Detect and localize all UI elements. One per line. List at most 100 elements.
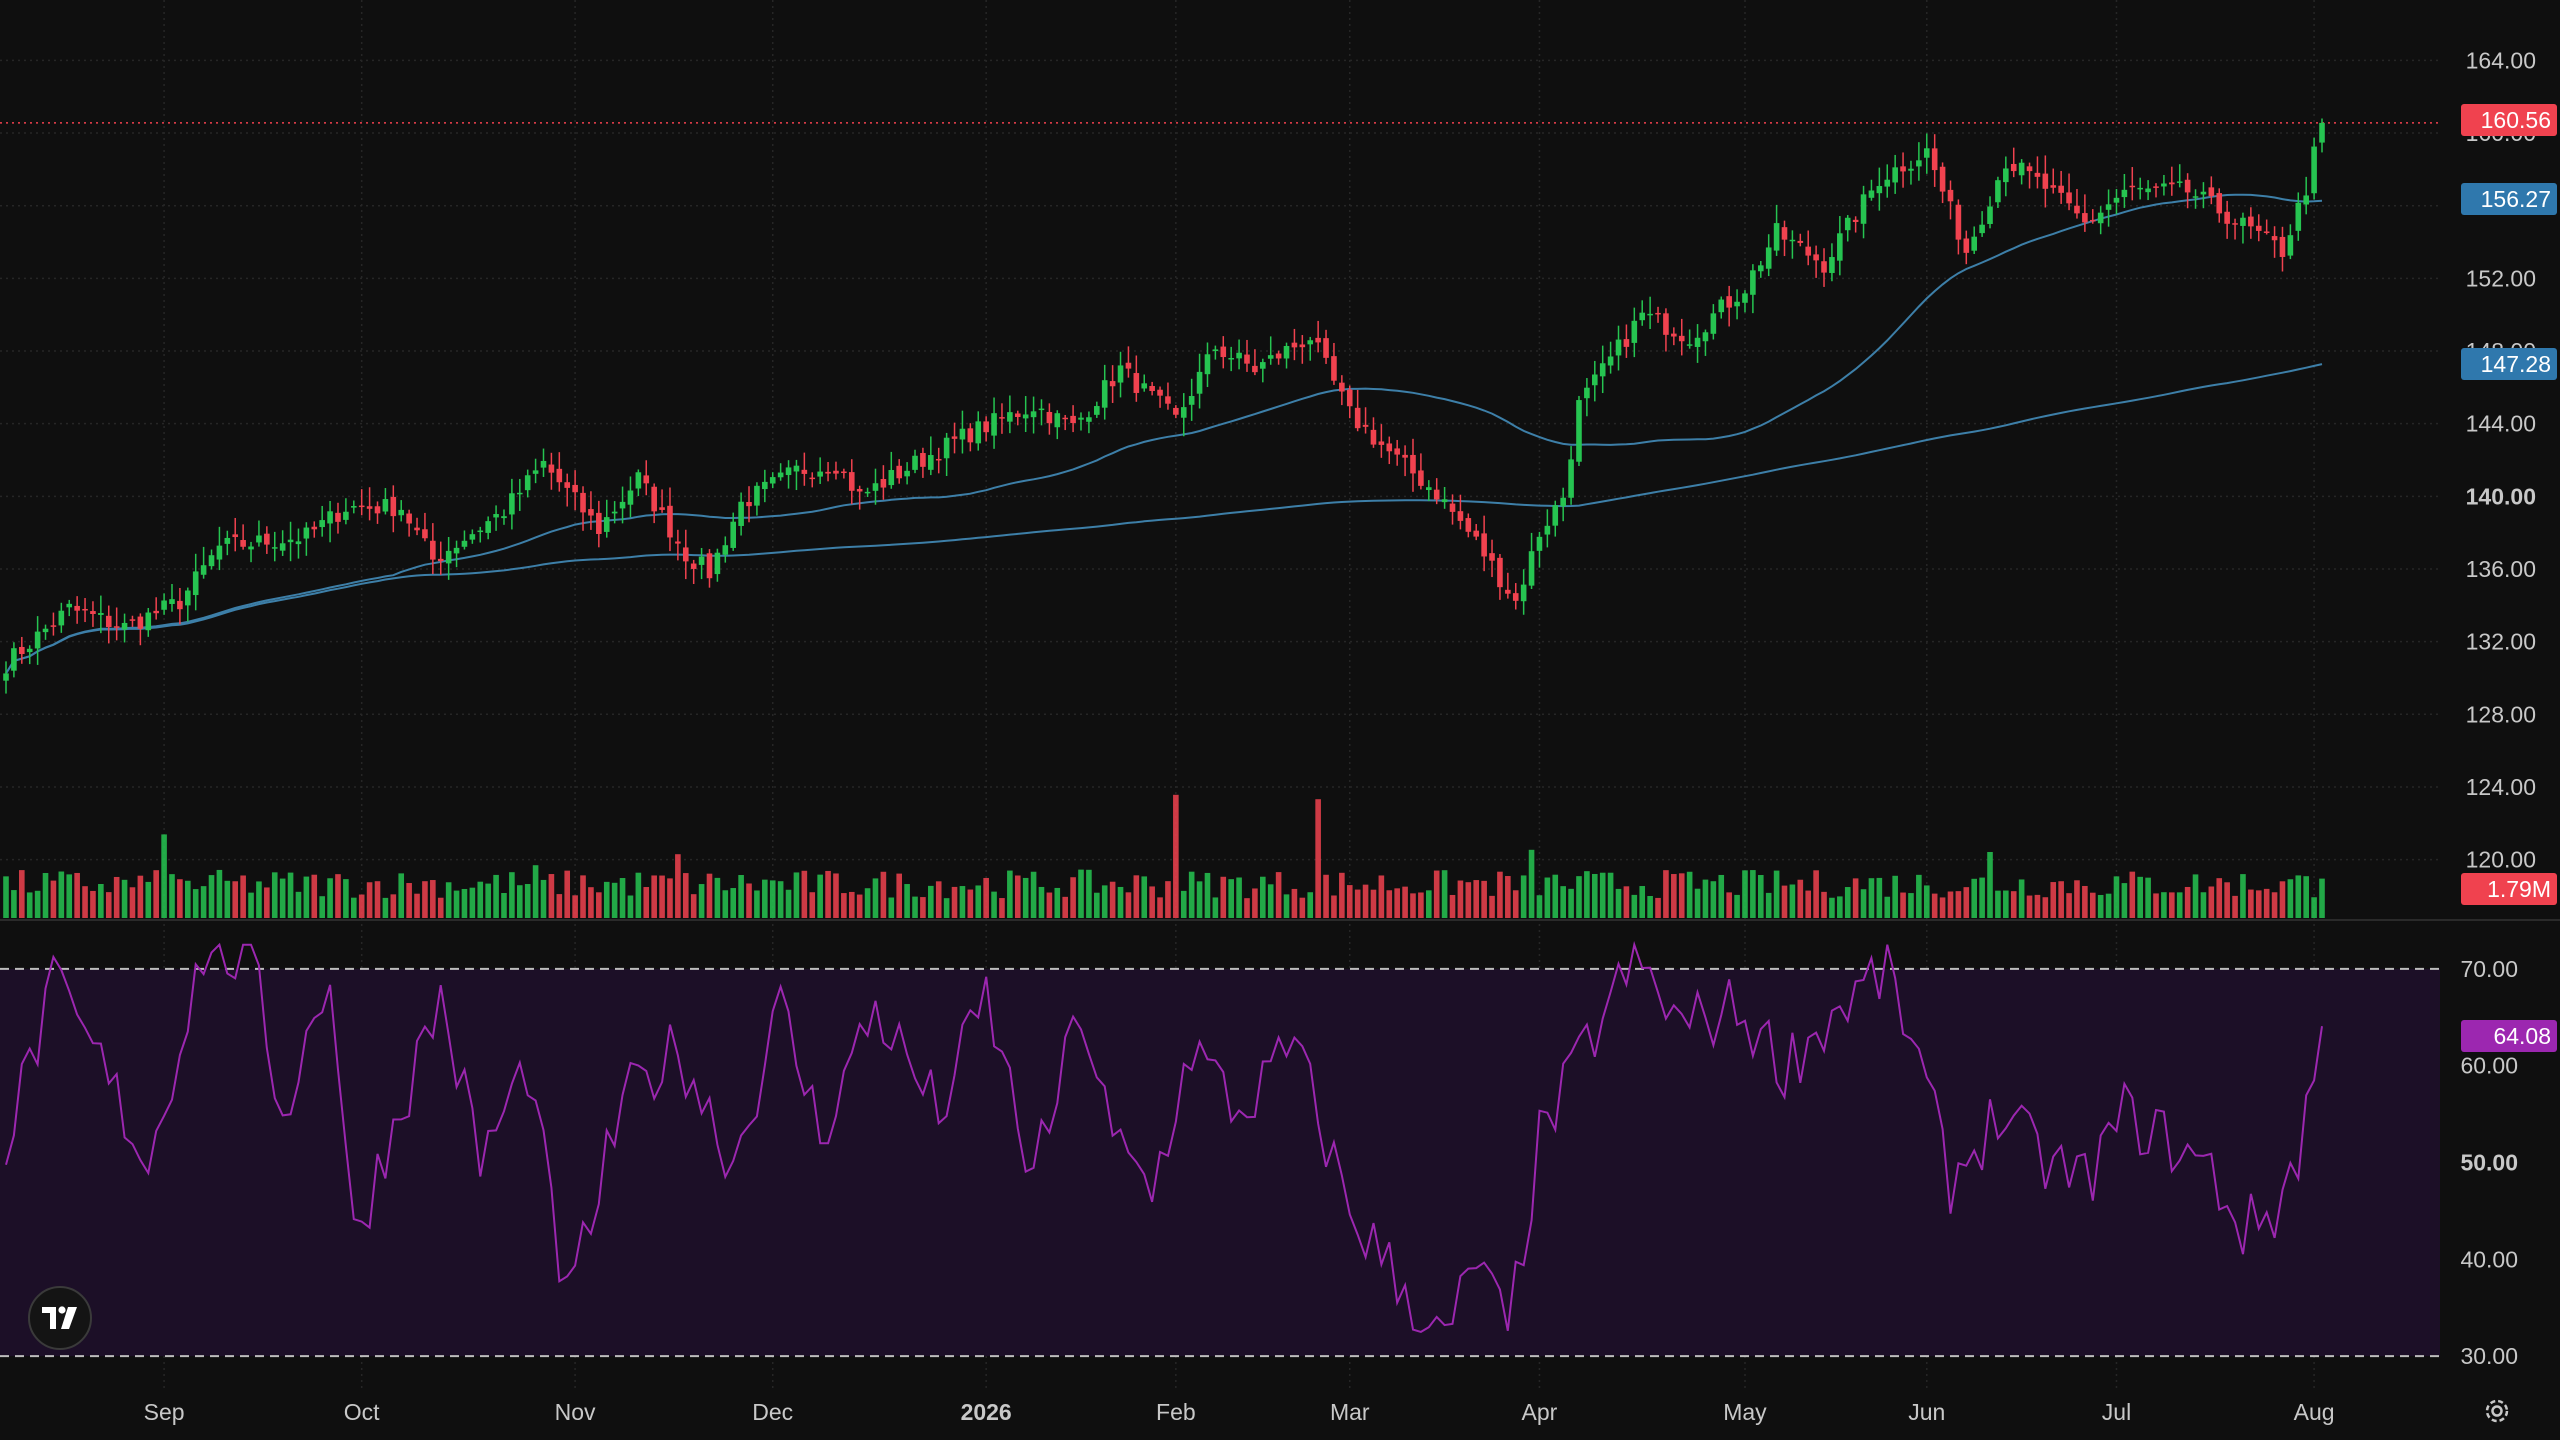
volume-bar bbox=[319, 896, 325, 918]
volume-bar bbox=[1418, 892, 1424, 918]
candle-body bbox=[524, 475, 531, 491]
volume-bar bbox=[192, 889, 199, 918]
volume-bar bbox=[2137, 876, 2143, 918]
volume-bar bbox=[145, 881, 152, 918]
candle-body bbox=[1386, 443, 1393, 452]
candle-body bbox=[1536, 536, 1543, 551]
volume-bar bbox=[1228, 879, 1234, 918]
time-axis-label: Apr bbox=[1522, 1399, 1558, 1425]
candle-body bbox=[2105, 204, 2112, 210]
candle-body bbox=[706, 553, 713, 579]
volume-bar bbox=[358, 894, 365, 918]
candle-body bbox=[1465, 518, 1472, 532]
volume-bar bbox=[706, 873, 713, 918]
volume-bar bbox=[2113, 876, 2120, 918]
volume-bar bbox=[983, 877, 989, 918]
candle-body bbox=[1299, 344, 1306, 348]
volume-bar bbox=[833, 873, 839, 918]
volume-bar bbox=[548, 874, 555, 918]
volume-bar bbox=[2279, 881, 2286, 918]
candle-body bbox=[746, 502, 752, 507]
volume-bar bbox=[1536, 895, 1543, 918]
volume-bar bbox=[651, 875, 657, 918]
volume-bar bbox=[975, 885, 982, 918]
candle-body bbox=[1275, 353, 1282, 359]
candle-body bbox=[1062, 417, 1068, 420]
candle-body bbox=[224, 537, 231, 544]
volume-bar bbox=[1070, 877, 1076, 918]
price-axis-label: 140.00 bbox=[2466, 483, 2536, 509]
gear-icon[interactable] bbox=[2480, 1394, 2514, 1428]
candle-body bbox=[1718, 299, 1725, 313]
volume-bar bbox=[619, 878, 626, 918]
candlesticks[interactable] bbox=[3, 118, 2325, 694]
volume-bar bbox=[722, 890, 729, 918]
candle-body bbox=[1773, 223, 1780, 251]
candle-body bbox=[738, 501, 744, 526]
candle-body bbox=[422, 529, 428, 539]
candle-body bbox=[2089, 219, 2096, 222]
volume-bar bbox=[2018, 879, 2025, 918]
volume-bar bbox=[1062, 896, 1068, 918]
volume-bar bbox=[390, 894, 397, 918]
volume-bar bbox=[2003, 890, 2009, 918]
candle-body bbox=[2026, 166, 2033, 172]
candle-body bbox=[19, 646, 25, 655]
volume-bar bbox=[2121, 883, 2128, 918]
volume-bar bbox=[1204, 872, 1211, 918]
volume-bar bbox=[2145, 877, 2151, 918]
ma200-line bbox=[5, 363, 2323, 674]
volume-bar bbox=[177, 879, 183, 918]
volume-bar bbox=[1007, 870, 1013, 918]
candle-body bbox=[912, 455, 918, 470]
volume-bar bbox=[1307, 892, 1314, 918]
candle-body bbox=[1283, 346, 1290, 359]
candle-body bbox=[453, 547, 460, 554]
candle-body bbox=[113, 626, 120, 628]
volume-bar bbox=[675, 854, 681, 918]
candle-body bbox=[2058, 185, 2064, 193]
candle-body bbox=[2097, 212, 2104, 224]
candle-body bbox=[596, 512, 602, 534]
candle-body bbox=[1607, 356, 1614, 366]
candle-body bbox=[1220, 346, 1227, 358]
price-axis-label: 164.00 bbox=[2466, 47, 2536, 73]
volume-bar bbox=[825, 870, 831, 918]
volume-bar bbox=[1821, 891, 1827, 918]
candle-body bbox=[477, 530, 484, 533]
candle-body bbox=[588, 509, 594, 516]
candle-body bbox=[2121, 189, 2128, 198]
candle-body bbox=[2129, 185, 2136, 188]
candle-body bbox=[1955, 204, 1962, 240]
volume-bar bbox=[1346, 885, 1353, 918]
candle-body bbox=[1631, 320, 1638, 343]
price-axis-label: 144.00 bbox=[2466, 411, 2536, 437]
volume-bar bbox=[374, 881, 381, 918]
volume-bar bbox=[1892, 875, 1898, 918]
volume-bar bbox=[698, 884, 705, 918]
candle-body bbox=[343, 511, 349, 520]
candle-body bbox=[896, 465, 903, 479]
candle-body bbox=[509, 493, 515, 515]
candle-body bbox=[3, 673, 9, 681]
candle-body bbox=[121, 622, 128, 630]
candle-body bbox=[698, 556, 705, 565]
volume-bar bbox=[2042, 897, 2049, 918]
candle-body bbox=[1244, 354, 1250, 364]
candle-body bbox=[1505, 589, 1511, 594]
candle-body bbox=[1133, 373, 1140, 393]
volume-bar bbox=[762, 879, 768, 918]
volume-bar bbox=[1599, 872, 1606, 918]
volume-bar bbox=[1481, 880, 1487, 918]
candle-body bbox=[279, 543, 286, 551]
candle-body bbox=[848, 472, 855, 491]
volume-bar bbox=[2010, 891, 2017, 918]
candle-body bbox=[1291, 342, 1298, 348]
volume-bar bbox=[1014, 875, 1021, 918]
volume-bar bbox=[1236, 877, 1242, 918]
candle-body bbox=[1781, 227, 1788, 240]
volume-bar bbox=[1829, 897, 1835, 918]
volume-bar bbox=[928, 885, 934, 918]
tradingview-logo-icon[interactable] bbox=[28, 1286, 92, 1350]
